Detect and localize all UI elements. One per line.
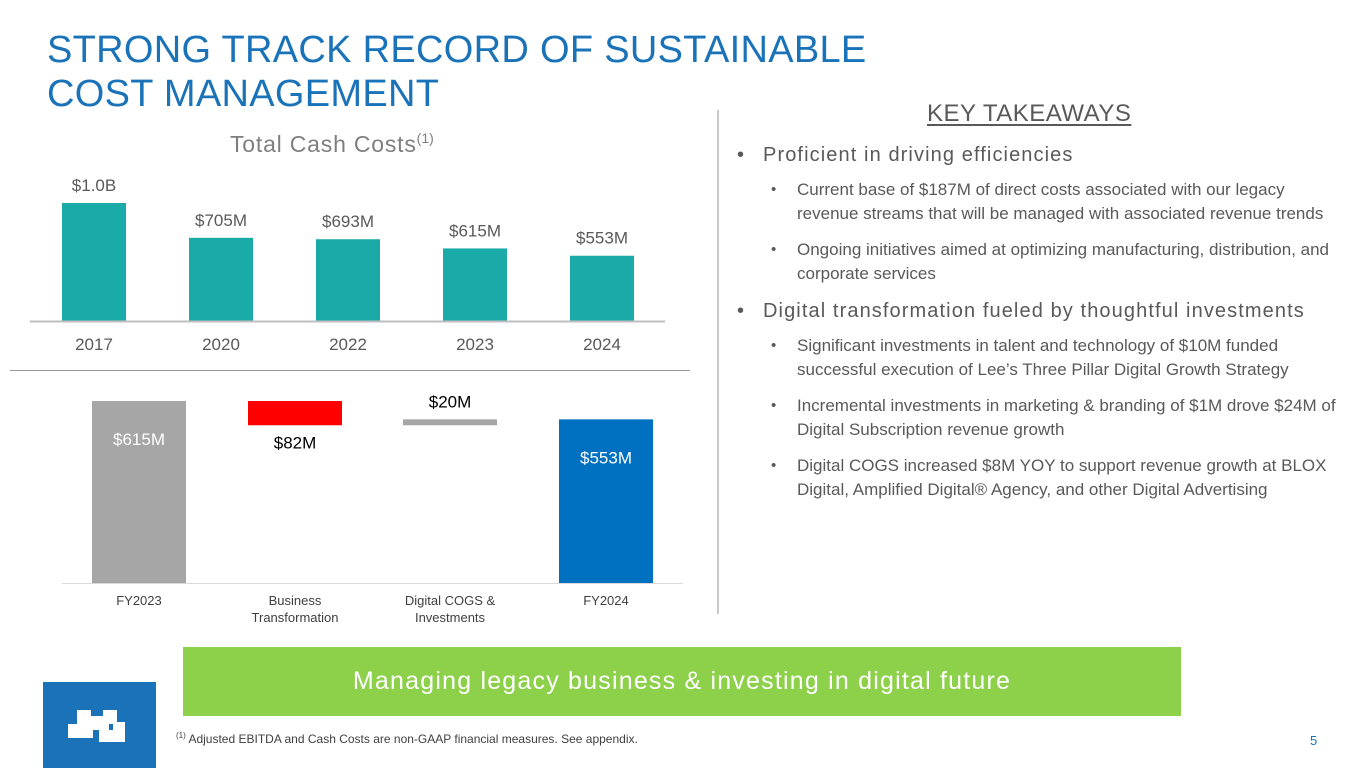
waterfall-value-label: $615M xyxy=(113,430,165,449)
takeaway-item: Significant investments in talent and te… xyxy=(735,334,1345,382)
waterfall-value-label: $20M xyxy=(429,392,472,411)
key-takeaways-list: Proficient in driving efficiencies Curre… xyxy=(735,142,1345,514)
cost-bridge-waterfall-chart: $615M FY2023 $82M Business Transformation $20… xyxy=(62,392,683,625)
waterfall-bar-4 xyxy=(559,419,653,583)
bar-chart-title: Total Cash Costs(1) xyxy=(230,130,434,158)
waterfall-x-tick-label: Investments xyxy=(415,610,486,625)
bar-2022 xyxy=(316,239,380,321)
page-title-line-1: STRONG TRACK RECORD OF SUSTAINABLE xyxy=(47,29,867,71)
bar-value-label: $553M xyxy=(576,229,628,248)
waterfall-x-tick-label: Digital COGS & xyxy=(405,593,496,608)
page-number: 5 xyxy=(1310,733,1318,748)
lee-logo-icon xyxy=(68,710,125,742)
bar-value-label: $693M xyxy=(322,212,374,231)
takeaway-section-1: Proficient in driving efficiencies xyxy=(735,142,1345,168)
takeaway-item: Ongoing initiatives aimed at optimizing … xyxy=(735,238,1345,286)
bar-value-label: $705M xyxy=(195,211,247,230)
x-tick-label: 2024 xyxy=(583,335,621,354)
x-tick-label: 2022 xyxy=(329,335,367,354)
column-divider xyxy=(717,110,719,614)
waterfall-value-label: $82M xyxy=(274,433,317,452)
waterfall-x-tick-label: Business xyxy=(269,593,322,608)
waterfall-bar-1 xyxy=(92,401,186,583)
page-title: STRONG TRACK RECORD OF SUSTAINABLE COST … xyxy=(47,28,867,116)
takeaway-item: Current base of $187M of direct costs as… xyxy=(735,178,1345,226)
bar-value-label: $615M xyxy=(449,221,501,240)
page-title-line-2: COST MANAGEMENT xyxy=(47,73,440,115)
footnote-text: Adjusted EBITDA and Cash Costs are non-G… xyxy=(188,732,638,746)
waterfall-bar-2 xyxy=(248,401,342,426)
chart-divider xyxy=(10,370,690,371)
bar-chart-title-text: Total Cash Costs xyxy=(230,131,417,157)
bar-2023 xyxy=(443,248,507,321)
waterfall-x-tick-label: FY2024 xyxy=(583,593,629,608)
bar-2024 xyxy=(570,255,634,321)
waterfall-x-tick-label: Transformation xyxy=(252,610,339,625)
takeaway-item: Incremental investments in marketing & b… xyxy=(735,394,1345,442)
waterfall-bar-3 xyxy=(403,419,497,426)
total-cash-costs-bar-chart: $1.0B 2017 $705M 2020 $693M 2022 $615M 2023 $553… xyxy=(30,176,665,354)
bar-chart-title-footnote-marker: (1) xyxy=(416,130,434,146)
bar-2017 xyxy=(62,203,126,321)
takeaway-section-2: Digital transformation fueled by thought… xyxy=(735,298,1345,324)
x-tick-label: 2017 xyxy=(75,335,113,354)
waterfall-x-tick-label: FY2023 xyxy=(116,593,162,608)
summary-banner: Managing legacy business & investing in … xyxy=(183,647,1181,716)
x-tick-label: 2020 xyxy=(202,335,240,354)
bar-value-label: $1.0B xyxy=(72,176,116,195)
x-tick-label: 2023 xyxy=(456,335,494,354)
footnote-marker: (1) xyxy=(176,731,186,740)
bar-2020 xyxy=(189,237,253,321)
company-logo xyxy=(43,682,156,768)
takeaway-item: Digital COGS increased $8M YOY to suppor… xyxy=(735,454,1345,502)
footnote: (1) Adjusted EBITDA and Cash Costs are n… xyxy=(176,731,638,746)
waterfall-value-label: $553M xyxy=(580,448,632,467)
key-takeaways-header: KEY TAKEAWAYS xyxy=(927,100,1132,127)
